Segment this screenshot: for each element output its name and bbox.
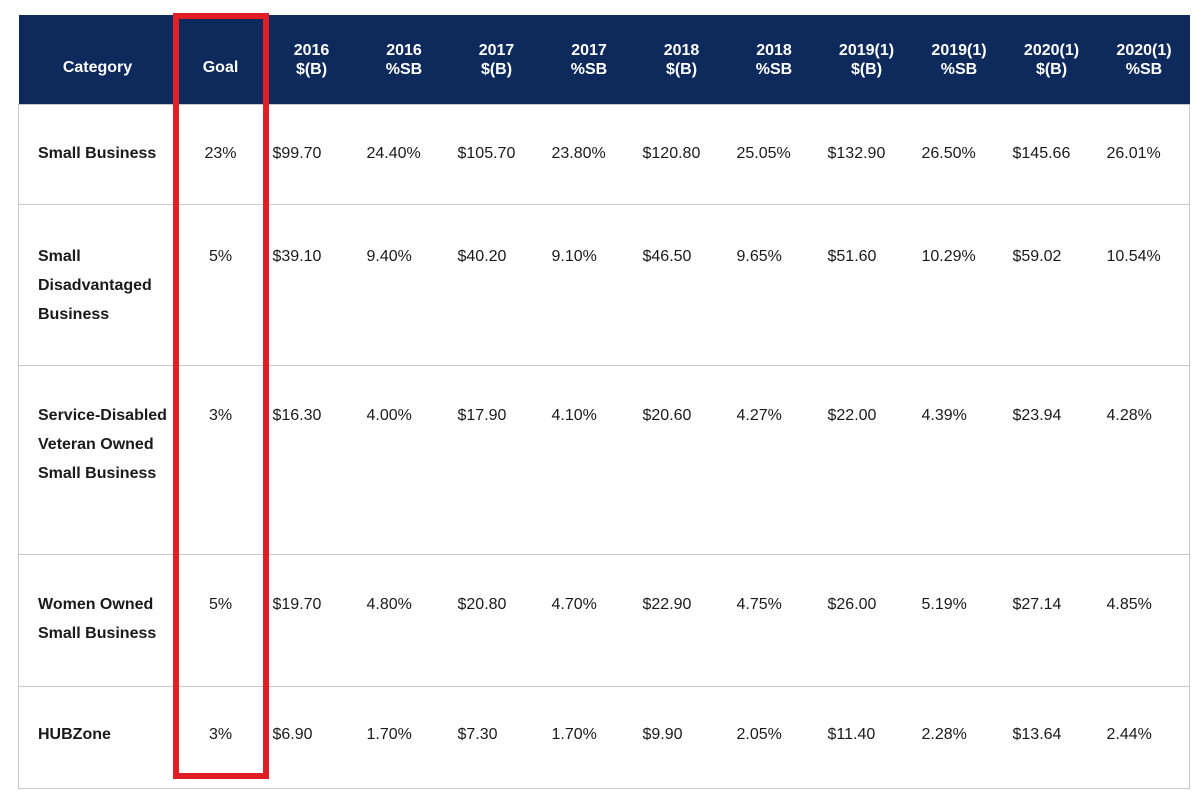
value-cell: 24.40% — [358, 104, 450, 205]
table-header-row: Category Goal 2016 $(B) 2016 %SB 2017 $(… — [18, 15, 1190, 105]
table-row: Small Business 23% $99.70 24.40% $105.70… — [18, 104, 1190, 205]
value-cell: 9.65% — [728, 204, 820, 366]
table-row: Women Owned Small Business 5% $19.70 4.8… — [18, 554, 1190, 687]
column-header-2020-dollars: 2020(1) $(B) — [1004, 15, 1099, 105]
value-cell: 2.28% — [913, 686, 1005, 789]
value-cell: $11.40 — [819, 686, 914, 789]
table-row: Service-Disabled Veteran Owned Small Bus… — [18, 365, 1190, 555]
value-cell: $145.66 — [1004, 104, 1099, 205]
value-cell: 4.80% — [358, 554, 450, 687]
value-cell: 4.28% — [1098, 365, 1190, 555]
value-cell: $7.30 — [449, 686, 544, 789]
value-cell: $17.90 — [449, 365, 544, 555]
column-header-2020-percent: 2020(1) %SB — [1098, 15, 1190, 105]
value-cell: $20.60 — [634, 365, 729, 555]
goals-table-container: Category Goal 2016 $(B) 2016 %SB 2017 $(… — [18, 15, 1190, 789]
category-cell: Small Disadvantaged Business — [18, 204, 177, 366]
column-header-2016-percent: 2016 %SB — [358, 15, 450, 105]
value-cell: $13.64 — [1004, 686, 1099, 789]
value-cell: 2.05% — [728, 686, 820, 789]
value-cell: 10.54% — [1098, 204, 1190, 366]
value-cell: $19.70 — [264, 554, 359, 687]
column-header-2019-percent: 2019(1) %SB — [913, 15, 1005, 105]
value-cell: $105.70 — [449, 104, 544, 205]
value-cell: $6.90 — [264, 686, 359, 789]
table-row: Small Disadvantaged Business 5% $39.10 9… — [18, 204, 1190, 366]
value-cell: 5.19% — [913, 554, 1005, 687]
value-cell: $16.30 — [264, 365, 359, 555]
category-cell: Small Business — [18, 104, 177, 205]
column-header-2018-percent: 2018 %SB — [728, 15, 820, 105]
value-cell: $120.80 — [634, 104, 729, 205]
value-cell: $132.90 — [819, 104, 914, 205]
value-cell: $99.70 — [264, 104, 359, 205]
value-cell: $22.00 — [819, 365, 914, 555]
category-cell: Service-Disabled Veteran Owned Small Bus… — [18, 365, 177, 555]
value-cell: 4.00% — [358, 365, 450, 555]
column-header-goal: Goal — [176, 15, 265, 105]
value-cell: 10.29% — [913, 204, 1005, 366]
value-cell: $23.94 — [1004, 365, 1099, 555]
column-header-2016-dollars: 2016 $(B) — [264, 15, 359, 105]
value-cell: 1.70% — [543, 686, 635, 789]
value-cell: $59.02 — [1004, 204, 1099, 366]
category-cell: HUBZone — [18, 686, 177, 789]
column-header-2019-dollars: 2019(1) $(B) — [819, 15, 914, 105]
goal-cell: 3% — [176, 686, 265, 789]
value-cell: $27.14 — [1004, 554, 1099, 687]
value-cell: 4.85% — [1098, 554, 1190, 687]
goal-cell: 5% — [176, 554, 265, 687]
value-cell: 4.10% — [543, 365, 635, 555]
goal-cell: 5% — [176, 204, 265, 366]
column-header-2018-dollars: 2018 $(B) — [634, 15, 729, 105]
value-cell: $46.50 — [634, 204, 729, 366]
value-cell: 4.39% — [913, 365, 1005, 555]
value-cell: 26.01% — [1098, 104, 1190, 205]
value-cell: $22.90 — [634, 554, 729, 687]
goal-cell: 3% — [176, 365, 265, 555]
table-row: HUBZone 3% $6.90 1.70% $7.30 1.70% $9.90… — [18, 686, 1190, 789]
category-cell: Women Owned Small Business — [18, 554, 177, 687]
value-cell: $40.20 — [449, 204, 544, 366]
value-cell: 4.70% — [543, 554, 635, 687]
value-cell: 4.27% — [728, 365, 820, 555]
value-cell: 1.70% — [358, 686, 450, 789]
value-cell: $20.80 — [449, 554, 544, 687]
value-cell: $51.60 — [819, 204, 914, 366]
value-cell: $26.00 — [819, 554, 914, 687]
value-cell: $39.10 — [264, 204, 359, 366]
column-header-2017-dollars: 2017 $(B) — [449, 15, 544, 105]
column-header-2017-percent: 2017 %SB — [543, 15, 635, 105]
value-cell: 25.05% — [728, 104, 820, 205]
goal-cell: 23% — [176, 104, 265, 205]
value-cell: $9.90 — [634, 686, 729, 789]
value-cell: 9.40% — [358, 204, 450, 366]
value-cell: 2.44% — [1098, 686, 1190, 789]
small-business-goals-table: Category Goal 2016 $(B) 2016 %SB 2017 $(… — [18, 15, 1190, 789]
value-cell: 23.80% — [543, 104, 635, 205]
value-cell: 9.10% — [543, 204, 635, 366]
value-cell: 4.75% — [728, 554, 820, 687]
value-cell: 26.50% — [913, 104, 1005, 205]
column-header-category: Category — [18, 15, 177, 105]
